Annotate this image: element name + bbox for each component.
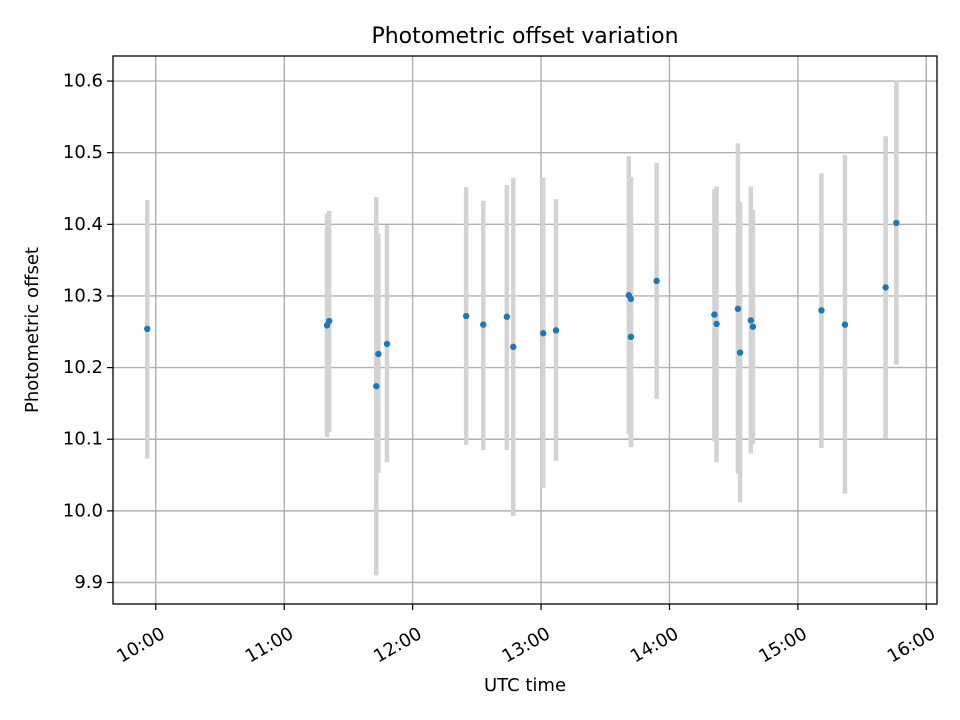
y-axis-ticks: 9.9 10.0 10.1 10.2 10.3 10.4 10.5 10.6 (63, 71, 113, 593)
data-point (627, 295, 635, 303)
y-tick-label: 9.9 (74, 572, 103, 593)
data-point (713, 320, 720, 328)
data-point (736, 349, 744, 356)
data-point (734, 305, 742, 313)
y-tick-label: 10.4 (63, 214, 103, 235)
data-point (818, 307, 825, 314)
y-tick-label: 10.0 (63, 500, 103, 521)
data-point (747, 317, 754, 324)
grid (113, 56, 937, 604)
data-point (627, 333, 635, 341)
chart-title: Photometric offset variation (371, 24, 678, 49)
data-point (749, 323, 757, 330)
data-point (462, 312, 470, 320)
data-point (552, 327, 560, 334)
y-tick-label: 10.2 (63, 357, 103, 378)
data-point (711, 311, 718, 318)
data-point (893, 219, 900, 227)
data-point (653, 277, 660, 285)
data-point (480, 321, 487, 328)
data-point (373, 383, 380, 390)
data-point (539, 330, 547, 337)
data-points (144, 219, 900, 390)
data-point (882, 284, 889, 291)
plot-frame (112, 55, 938, 605)
y-tick-label: 10.5 (63, 142, 103, 163)
y-axis-label: Photometric offset (22, 247, 43, 413)
data-point (510, 343, 517, 351)
x-axis-label: UTC time (484, 675, 566, 696)
data-point (503, 313, 511, 320)
data-point (325, 317, 333, 325)
y-tick-label: 10.1 (63, 429, 103, 450)
data-point (144, 325, 151, 333)
y-tick-label: 10.3 (63, 285, 103, 306)
data-point (383, 340, 391, 348)
data-point (841, 321, 849, 328)
y-tick-label: 10.6 (63, 71, 103, 92)
data-point (375, 350, 382, 358)
